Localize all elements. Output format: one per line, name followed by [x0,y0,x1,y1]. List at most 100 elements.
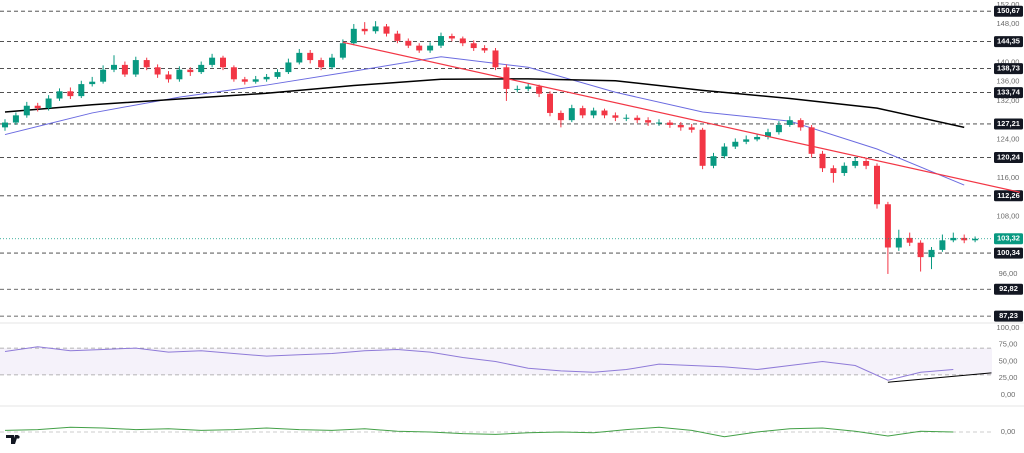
candle-body [438,36,444,46]
candle-body [34,105,41,109]
level-label-box [994,283,1023,295]
current-price-box [994,233,1023,245]
y-tick-label: 96,00 [999,269,1018,278]
candle-body [928,249,935,258]
logo [6,435,20,444]
level-label: 150,67 [997,6,1020,15]
level-label-box [994,36,1023,48]
candle-body [972,238,979,241]
y-tick-label: 136,00 [997,77,1020,86]
candle-body [296,52,303,63]
candle-body [579,108,586,116]
candle-body [710,156,717,166]
candle-body [852,161,859,166]
level-label: 144,35 [997,37,1020,46]
y-tick-label: 132,00 [997,96,1020,105]
level-label: 127,21 [997,119,1020,128]
candle-body [67,91,74,97]
indicator-line [4,346,954,381]
level-label-box [994,310,1023,322]
candle-body [645,120,652,123]
candle-body [121,64,128,75]
y-tick-label: 0,00 [1001,427,1016,436]
candle-body [372,26,379,32]
candle-body [274,72,281,77]
candle-body [143,60,150,68]
candle-body [481,48,488,51]
candle-body [230,67,237,80]
level-label-box [994,151,1023,163]
candle-body [819,153,826,169]
candle-body [699,129,706,166]
candle-body [623,117,630,119]
candle-body [187,69,194,73]
candle-body [220,57,226,68]
level-label-box [994,247,1023,259]
level-label-box [994,118,1023,130]
candle-body [765,132,771,137]
level-label: 133,74 [997,88,1021,97]
candle-body [536,86,543,94]
candle-body [470,43,477,49]
candle-body [241,79,248,82]
candle-body [874,165,880,205]
y-tick-label: 25,00 [999,373,1018,382]
candle-body [405,40,412,46]
candle-body [23,105,30,116]
candle-body [350,28,357,44]
candle-body [198,64,205,73]
candle-body [590,110,597,116]
candle-body [688,127,695,130]
y-tick-label: 100,00 [997,323,1020,332]
candle-body [252,79,259,82]
candle-body [557,112,564,121]
candle-body [383,26,390,34]
indicator-line [4,426,954,438]
y-tick-label: 152,00 [997,0,1020,9]
current-price-label: 103,32 [997,234,1020,243]
candle-body [830,168,837,174]
y-tick-label: 50,00 [999,356,1018,365]
y-tick-label: 148,00 [997,19,1020,28]
candle-body [285,62,292,73]
candle-body [492,50,499,68]
moving-average [4,78,965,129]
candle-body [89,81,96,85]
candle-body [656,122,662,124]
candle-body [906,237,913,243]
candle-body [78,84,85,97]
candle-body [797,120,804,128]
y-tick-label: 0,00 [1001,390,1016,399]
candle-body [568,108,575,121]
candle-body [459,38,466,44]
candle-body [132,60,139,75]
candle-body [339,43,346,58]
y-tick-label: 140,00 [997,57,1020,66]
candle-body [448,36,455,39]
candle-body [808,127,815,154]
level-label: 87,23 [999,311,1018,320]
candle-body [329,57,335,68]
candle-body [307,52,314,61]
level-label: 100,34 [997,248,1021,257]
candle-body [961,237,968,241]
candle-body [950,237,957,241]
candle-body [427,45,434,51]
level-label-box [994,190,1023,202]
candle-body [841,165,848,174]
candle-body [666,122,673,125]
candle-body [775,124,782,133]
candle-body [754,136,761,140]
level-label-box [994,5,1023,17]
candle-body [111,64,117,70]
y-tick-label: 108,00 [997,211,1020,220]
candle-body [176,69,183,80]
candle-body [361,28,368,32]
candle-body [601,110,608,116]
candle-body [263,76,270,80]
trendline [342,41,1021,193]
candle-body [514,88,521,90]
candle-body [12,115,19,123]
y-tick-label: 116,00 [997,173,1019,182]
